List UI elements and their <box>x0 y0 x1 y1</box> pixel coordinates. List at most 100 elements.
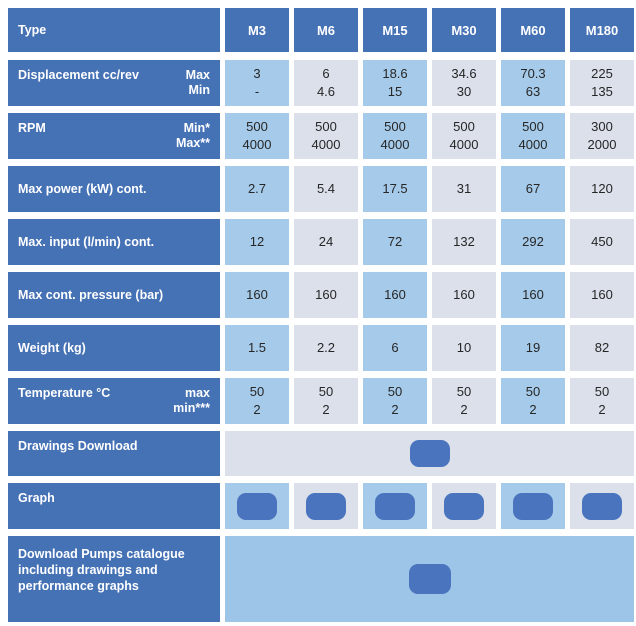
graph-button-m60[interactable] <box>513 492 553 520</box>
cell-weight-m30: 10 <box>432 325 496 371</box>
spec-row-displacement: Displacement cc/rev Max Min 3-6 4.6 18.6 15 34… <box>8 60 634 106</box>
row-label-inner-weight: Weight (kg) <box>18 341 210 356</box>
row-sublabels-temperature: max min*** <box>173 386 210 415</box>
cell-displacement-m60: 70.3 63 <box>501 60 565 106</box>
cell-max-power-m15: 17.5 <box>363 166 427 212</box>
value-max-input-m30: 132 <box>453 234 475 249</box>
value-temperature-m60-1: 2 <box>529 402 537 417</box>
cell-rpm-m6: 500 4000 <box>294 113 358 159</box>
cell-max-input-m30: 132 <box>432 219 496 265</box>
cell-displacement-m3: 3- <box>225 60 289 106</box>
value-max-pressure-m30: 160 <box>453 287 475 302</box>
header-row: Type M3 M6 M15 M30 M60 M180 <box>8 8 634 52</box>
value-temperature-m3-0: 50 <box>249 384 265 399</box>
row-label-inner-catalogue-download: Download Pumps catalogue including drawi… <box>18 546 210 594</box>
value-weight-m3: 1.5 <box>247 340 267 355</box>
column-header-m3: M3 <box>225 8 289 52</box>
row-label-inner-max-input: Max. input (l/min) cont. <box>18 235 210 250</box>
value-rpm-m30-1: 4000 <box>449 137 479 152</box>
value-max-pressure-m3: 160 <box>246 287 268 302</box>
value-displacement-m6-0: 6 <box>322 66 330 81</box>
spec-row-weight: Weight (kg) 1.5 2.2 6 10 19 82 <box>8 325 634 371</box>
graph-button-m180[interactable] <box>582 492 622 520</box>
cell-graph-m3 <box>225 483 289 529</box>
value-temperature-m6-1: 2 <box>322 402 330 417</box>
graph-button-m6[interactable] <box>306 492 346 520</box>
value-rpm-m60-0: 500 <box>522 119 544 134</box>
catalogue-download-button[interactable] <box>408 564 451 594</box>
cell-weight-m6: 2.2 <box>294 325 358 371</box>
cell-weight-m3: 1.5 <box>225 325 289 371</box>
cell-rpm-m180: 300 2000 <box>570 113 634 159</box>
column-header-type: Type <box>8 8 220 52</box>
value-max-input-m60: 292 <box>522 234 544 249</box>
value-weight-m30: 10 <box>456 340 472 355</box>
value-displacement-m30-1: 30 <box>456 84 472 99</box>
spec-row-rpm: RPM Min* Max** 500 4000 500 4000 500 4000 500 400… <box>8 113 634 159</box>
cell-max-pressure-m180: 160 <box>570 272 634 318</box>
graph-button-m15[interactable] <box>375 492 415 520</box>
value-max-power-m180: 120 <box>591 181 613 196</box>
catalogue-download-area <box>225 536 634 622</box>
cell-weight-m15: 6 <box>363 325 427 371</box>
cell-rpm-m30: 500 4000 <box>432 113 496 159</box>
cell-graph-m60 <box>501 483 565 529</box>
cell-max-input-m15: 72 <box>363 219 427 265</box>
action-row-drawings-download: Drawings Download <box>8 431 634 476</box>
cell-max-pressure-m60: 160 <box>501 272 565 318</box>
cell-max-power-m60: 67 <box>501 166 565 212</box>
value-rpm-m30-0: 500 <box>453 119 475 134</box>
cell-graph-m6 <box>294 483 358 529</box>
cell-weight-m180: 82 <box>570 325 634 371</box>
row-label-inner-max-power: Max power (kW) cont. <box>18 182 210 197</box>
cell-rpm-m3: 500 4000 <box>225 113 289 159</box>
value-rpm-m15-1: 4000 <box>380 137 410 152</box>
row-label-weight: Weight (kg) <box>8 325 220 371</box>
value-max-pressure-m6: 160 <box>315 287 337 302</box>
cell-displacement-m6: 6 4.6 <box>294 60 358 106</box>
value-max-power-m30: 31 <box>456 181 472 196</box>
cell-rpm-m15: 500 4000 <box>363 113 427 159</box>
cell-rpm-m60: 500 4000 <box>501 113 565 159</box>
row-label-inner-rpm: RPM Min* Max** <box>18 121 210 151</box>
drawings-download-button[interactable] <box>409 440 450 467</box>
row-label-text-weight: Weight (kg) <box>18 340 86 355</box>
value-temperature-m30-0: 50 <box>456 384 472 399</box>
action-row-catalogue-download: Download Pumps catalogue including drawi… <box>8 536 634 622</box>
cell-weight-m60: 19 <box>501 325 565 371</box>
row-label-max-power: Max power (kW) cont. <box>8 166 220 212</box>
value-max-pressure-m180: 160 <box>591 287 613 302</box>
value-max-input-m6: 24 <box>318 234 334 249</box>
value-max-power-m15: 17.5 <box>382 181 408 196</box>
value-temperature-m30-1: 2 <box>460 402 468 417</box>
cell-max-power-m3: 2.7 <box>225 166 289 212</box>
value-displacement-m60-0: 70.3 <box>520 66 546 81</box>
row-sublabels-displacement: Max Min <box>185 68 210 97</box>
cell-temperature-m3: 50 2 <box>225 378 289 424</box>
value-displacement-m180-1: 135 <box>591 84 613 99</box>
row-label-inner-displacement: Displacement cc/rev Max Min <box>18 68 210 98</box>
graph-button-m30[interactable] <box>444 492 484 520</box>
row-label-text-rpm: RPM <box>18 121 46 135</box>
row-sublabels-rpm: Min* Max** <box>175 121 210 150</box>
value-rpm-m6-1: 4000 <box>311 137 341 152</box>
cell-displacement-m30: 34.6 30 <box>432 60 496 106</box>
cell-temperature-m15: 50 2 <box>363 378 427 424</box>
cell-max-input-m6: 24 <box>294 219 358 265</box>
row-label-text-max-input: Max. input (l/min) cont. <box>18 234 155 249</box>
row-label-catalogue-download: Download Pumps catalogue including drawi… <box>8 536 220 622</box>
action-row-graph: Graph <box>8 483 634 529</box>
row-label-text-temperature: Temperature °C <box>18 386 111 400</box>
cell-temperature-m6: 50 2 <box>294 378 358 424</box>
value-max-pressure-m15: 160 <box>384 287 406 302</box>
column-header-m15: M15 <box>363 8 427 52</box>
column-header-m6: M6 <box>294 8 358 52</box>
cell-temperature-m180: 50 2 <box>570 378 634 424</box>
value-max-input-m15: 72 <box>387 234 403 249</box>
cell-max-power-m6: 5.4 <box>294 166 358 212</box>
row-label-text-graph: Graph <box>18 491 55 505</box>
row-label-text-max-power: Max power (kW) cont. <box>18 181 147 196</box>
value-max-input-m3: 12 <box>249 234 265 249</box>
graph-button-m3[interactable] <box>237 492 277 520</box>
